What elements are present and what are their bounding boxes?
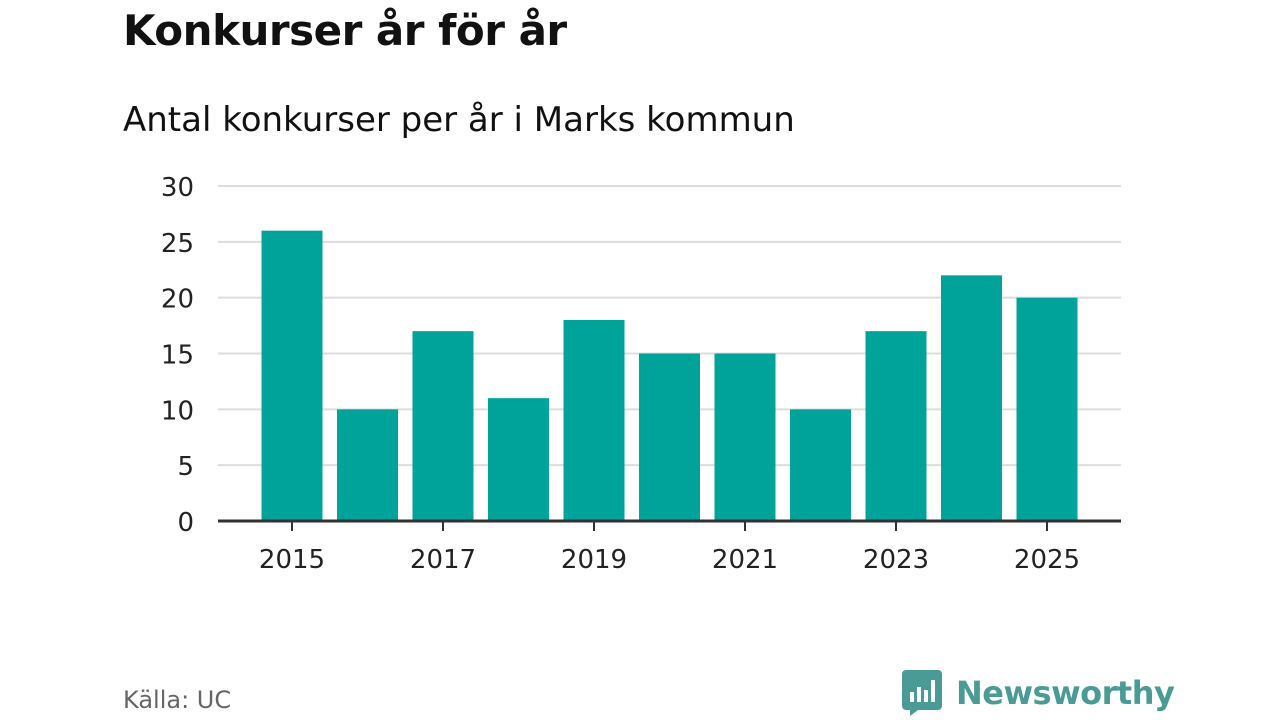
y-tick-label: 10 xyxy=(161,396,194,426)
x-axis-ticks: 2015 2017 2019 2021 2023 2025 xyxy=(259,521,1080,575)
x-tick-label: 2019 xyxy=(561,545,627,575)
brand-name: Newsworthy xyxy=(956,674,1175,712)
y-axis-ticks: 0 5 10 15 20 25 30 xyxy=(161,173,194,538)
bars xyxy=(261,230,1078,521)
bar-2023 xyxy=(865,331,927,521)
bar-2025 xyxy=(1016,297,1078,521)
x-tick-label: 2025 xyxy=(1014,545,1080,575)
y-tick-label: 25 xyxy=(161,229,194,259)
y-tick-label: 0 xyxy=(177,508,194,538)
bar-2016 xyxy=(337,409,398,521)
bar-2020 xyxy=(639,353,700,521)
source-note: Källa: UC xyxy=(123,686,232,714)
bar-2015 xyxy=(261,230,323,521)
bar-2021 xyxy=(714,353,776,521)
bar-2024 xyxy=(941,275,1002,521)
bar-2018 xyxy=(488,398,549,521)
bar-2022 xyxy=(790,409,851,521)
x-tick-label: 2021 xyxy=(712,545,778,575)
y-tick-label: 15 xyxy=(161,341,194,371)
y-tick-label: 20 xyxy=(161,285,194,315)
y-tick-label: 5 xyxy=(177,452,194,482)
x-tick-label: 2017 xyxy=(410,545,476,575)
brand: Newsworthy xyxy=(902,670,1175,716)
chart-title: Konkurser år för år xyxy=(123,6,567,55)
bar-chart-speech-bubble-icon xyxy=(902,670,942,716)
x-tick-label: 2015 xyxy=(259,545,325,575)
bar-2017 xyxy=(412,331,474,521)
x-tick-label: 2023 xyxy=(863,545,929,575)
chart-subtitle: Antal konkurser per år i Marks kommun xyxy=(123,100,795,140)
bar-2019 xyxy=(563,320,625,521)
y-tick-label: 30 xyxy=(161,173,194,203)
